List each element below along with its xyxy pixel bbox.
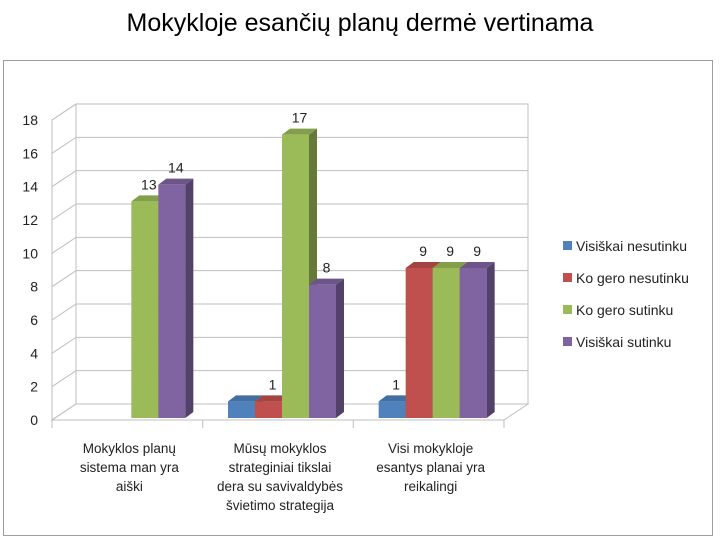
legend-swatch	[563, 337, 572, 346]
legend-label: Ko gero sutinku	[576, 302, 673, 318]
data-label: 9	[419, 243, 427, 259]
legend-label: Ko gero nesutinku	[576, 270, 689, 286]
data-label: 9	[473, 243, 481, 259]
y-tick-label: 16	[22, 145, 38, 161]
bars	[131, 128, 495, 418]
y-axis-ticks: 0 2 4 6 8 10 12 14 16 18	[22, 112, 38, 428]
y-tick-label: 18	[22, 112, 38, 128]
y-tick-label: 4	[30, 345, 38, 361]
gridlines	[51, 103, 528, 428]
y-tick-label: 14	[22, 179, 38, 195]
gridline	[51, 170, 528, 188]
category-label: Mokyklos planų sistema man yra aiški	[80, 441, 180, 494]
data-label: 9	[446, 243, 454, 259]
legend-item: Ko gero sutinku	[563, 302, 673, 318]
bar	[309, 278, 344, 418]
legend-swatch	[563, 241, 572, 250]
legend-item: Visiškai nesutinku	[563, 238, 687, 254]
legend-label: Visiškai sutinku	[576, 334, 671, 350]
category-label: Mūsų mokyklos strateginiai tikslai dera su…	[217, 441, 343, 513]
data-label: 1	[269, 376, 277, 392]
gridline	[51, 236, 528, 254]
legend-label: Visiškai nesutinku	[576, 238, 687, 254]
legend-swatch	[563, 305, 572, 314]
gridline	[51, 270, 528, 288]
y-tick-label: 0	[30, 412, 38, 428]
data-label: 17	[292, 110, 308, 126]
y-tick-label: 6	[30, 312, 38, 328]
legend-item: Visiškai sutinku	[563, 334, 671, 350]
gridline	[51, 303, 528, 321]
gridline	[51, 336, 528, 354]
bar	[459, 262, 495, 418]
category-labels: Mokyklos planų sistema man yra aiški Mūsų m…	[80, 441, 486, 513]
page-title: Mokykloje esančių planų dermė vertinama	[126, 9, 594, 37]
gridline	[51, 136, 528, 154]
gridline	[51, 103, 528, 121]
y-tick-label: 2	[30, 379, 38, 395]
gridline	[51, 370, 528, 388]
data-label: 13	[141, 176, 157, 192]
legend-item: Ko gero nesutinku	[563, 270, 689, 286]
data-label: 8	[323, 260, 331, 276]
legend: Visiškai nesutinku Ko gero nesutinku Ko ge…	[563, 238, 689, 350]
gridline	[51, 203, 528, 221]
y-tick-label: 12	[22, 212, 38, 228]
data-labels: 13 14 1 17 8 1 9 9 9	[141, 110, 481, 393]
bar	[158, 178, 194, 418]
gridline	[51, 403, 528, 421]
category-label: Visi mokykloje esantys planai yra reikalin…	[376, 441, 485, 494]
legend-swatch	[563, 273, 572, 282]
data-label: 1	[392, 376, 400, 392]
y-tick-label: 8	[30, 279, 38, 295]
data-label: 14	[168, 160, 184, 176]
y-tick-label: 10	[22, 245, 38, 261]
